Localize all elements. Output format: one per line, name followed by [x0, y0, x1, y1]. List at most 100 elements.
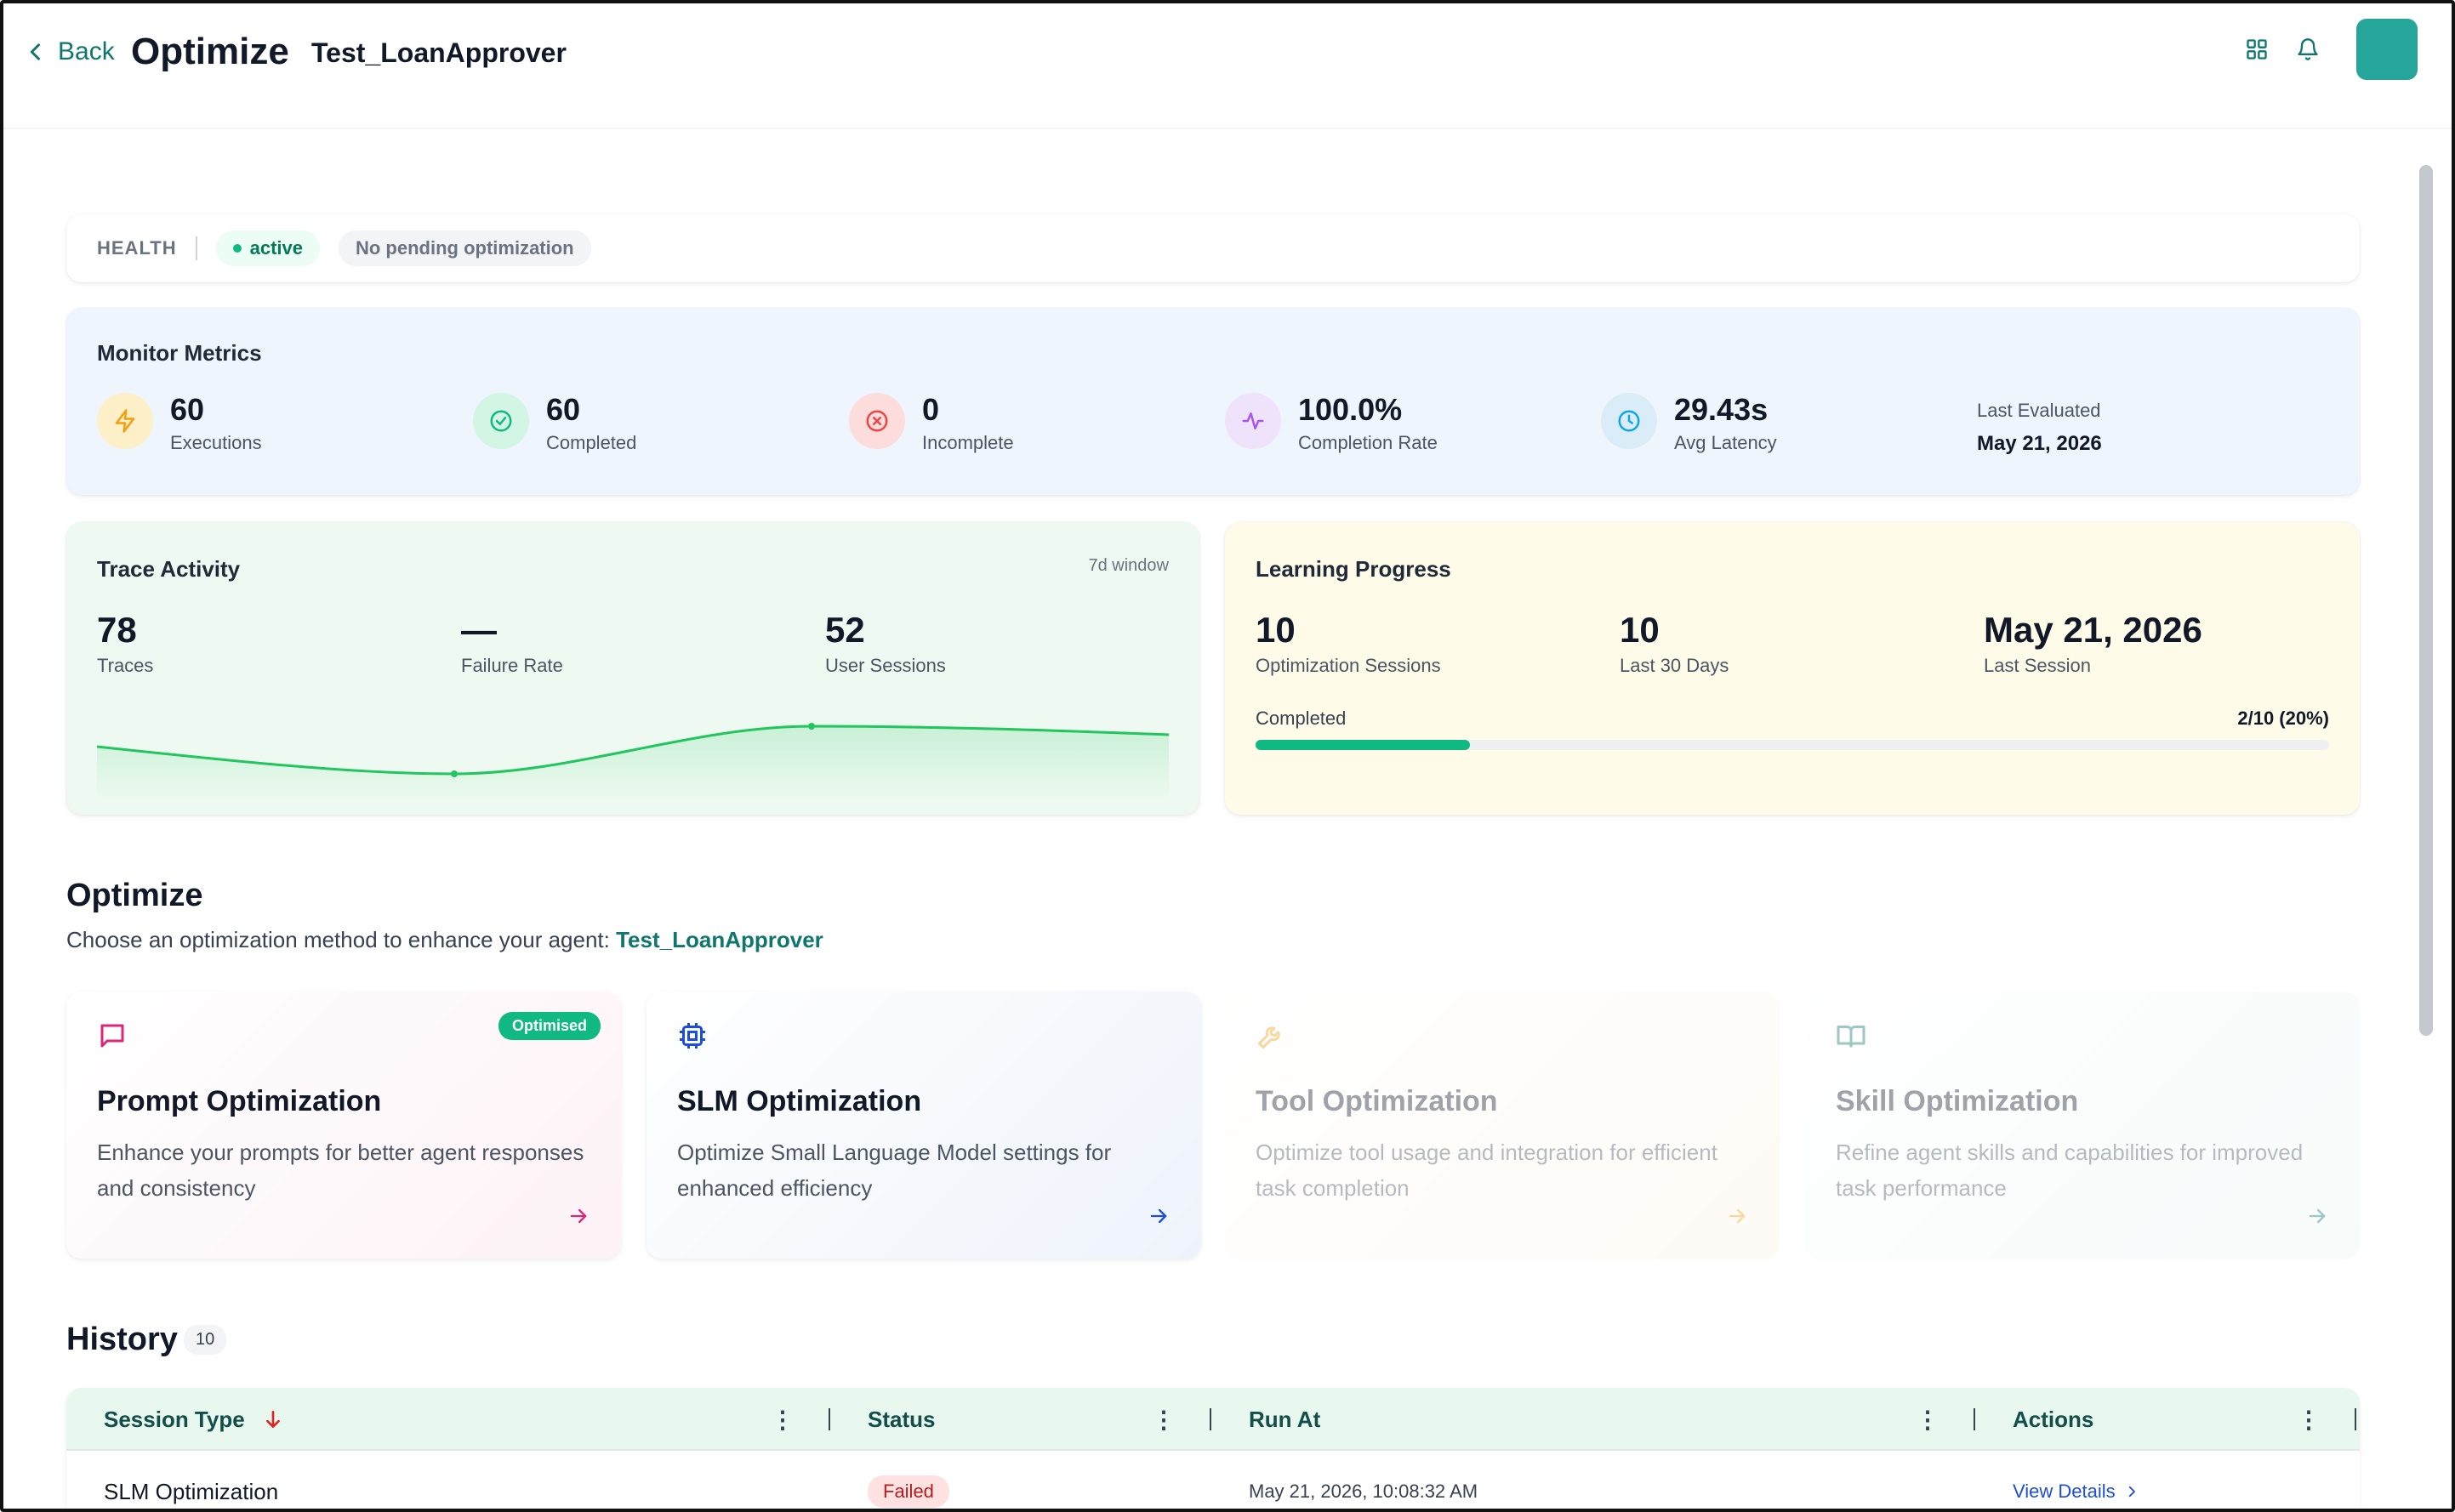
- agent-name: Test_LoanApprover: [311, 37, 567, 68]
- bell-icon: [2298, 38, 2318, 60]
- cell-actions: View Details: [2013, 1451, 2139, 1509]
- learning-title: Learning Progress: [1256, 556, 1451, 582]
- view-details-label: View Details: [2013, 1481, 2116, 1502]
- trace-title: Trace Activity: [97, 556, 241, 582]
- column-menu-icon[interactable]: ⋮: [1916, 1406, 1940, 1433]
- scrollbar-thumb[interactable]: [2419, 165, 2433, 1036]
- column-header-actions[interactable]: Actions: [2013, 1406, 2094, 1432]
- window-label: 7d window: [1088, 556, 1169, 575]
- progress-text: 2/10 (20%): [2237, 708, 2329, 729]
- optimize-subtitle: Choose an optimization method to enhance…: [66, 927, 823, 953]
- optimize-title: Optimize: [66, 878, 203, 913]
- stat-traces: 78 Traces: [97, 611, 153, 677]
- metric-label: Completed: [546, 432, 637, 453]
- stat-label: Failure Rate: [461, 655, 563, 676]
- progress-bar: [1256, 740, 2329, 750]
- arrow-right-icon: [1729, 1208, 1746, 1224]
- status-dot-icon: [232, 244, 242, 253]
- metric-label: Avg Latency: [1674, 432, 1777, 453]
- stat-last-30-days: 10 Last 30 Days: [1620, 611, 1729, 677]
- stat-label: Traces: [97, 655, 154, 676]
- stat-value: May 21, 2026: [1984, 610, 2202, 650]
- metric-value: 100.0%: [1298, 392, 1403, 427]
- health-bar: HEALTH active No pending optimization: [66, 214, 2360, 282]
- pending-badge: No pending optimization: [338, 230, 591, 266]
- column-menu-icon[interactable]: ⋮: [771, 1406, 795, 1433]
- grid-icon: [2247, 39, 2267, 60]
- status-badge: active: [215, 230, 320, 266]
- metric-value: 0: [922, 392, 940, 427]
- card-description: Refine agent skills and capabilities for…: [1836, 1140, 2304, 1201]
- tool-optimization-card: Tool Optimization Optimize tool usage an…: [1225, 992, 1780, 1259]
- message-square-icon: [100, 1024, 124, 1048]
- optimised-badge: Optimised: [498, 1012, 601, 1040]
- column-resize-handle[interactable]: [829, 1408, 830, 1430]
- monitor-metrics-card: Monitor Metrics 60 Executions 60 Completed…: [66, 308, 2360, 495]
- divider: [195, 236, 197, 260]
- top-actions: [2242, 19, 2418, 80]
- status-text: active: [249, 237, 303, 259]
- chevron-right-icon: [2128, 1486, 2135, 1498]
- card-title: SLM Optimization: [677, 1085, 922, 1117]
- avatar[interactable]: [2356, 19, 2418, 80]
- notifications-button[interactable]: [2293, 35, 2322, 64]
- sparkline-point: [808, 723, 815, 730]
- stat-label: User Sessions: [825, 655, 946, 676]
- clock-icon: [1601, 393, 1657, 449]
- prompt-optimization-card[interactable]: Optimised Prompt Optimization Enhance yo…: [66, 992, 621, 1259]
- column-resize-handle[interactable]: [2355, 1408, 2356, 1430]
- sparkline-point: [451, 770, 458, 777]
- stat-label: Last 30 Days: [1620, 655, 1729, 676]
- column-header-status[interactable]: Status: [868, 1406, 936, 1432]
- sparkline-line: [97, 725, 1169, 776]
- sparkline-area: [97, 726, 1169, 803]
- health-label: HEALTH: [97, 237, 177, 259]
- last-evaluated: Last Evaluated May 21, 2026: [1977, 400, 2102, 456]
- card-title: Prompt Optimization: [97, 1085, 382, 1117]
- optimize-agent-name: Test_LoanApprover: [616, 927, 823, 952]
- stat-label: Last Session: [1984, 655, 2091, 676]
- trace-activity-card: Trace Activity 7d window 78 Traces — Failu…: [66, 522, 1199, 815]
- column-header-session-type[interactable]: Session Type: [104, 1388, 284, 1451]
- column-label: Session Type: [104, 1406, 245, 1432]
- history-table: Session Type ⋮ Status ⋮ Run At ⋮ Actions…: [66, 1388, 2360, 1509]
- last-evaluated-label: Last Evaluated: [1977, 400, 2101, 421]
- slm-optimization-card[interactable]: SLM Optimization Optimize Small Language…: [647, 992, 1201, 1259]
- last-evaluated-value: May 21, 2026: [1977, 432, 2102, 455]
- column-menu-icon[interactable]: ⋮: [2297, 1406, 2321, 1433]
- sort-desc-icon[interactable]: [262, 1408, 284, 1430]
- column-resize-handle[interactable]: [1974, 1408, 1975, 1430]
- page-title: Optimize: [131, 31, 289, 72]
- learning-progress-card: Learning Progress 10 Optimization Session…: [1225, 522, 2360, 815]
- back-button[interactable]: Back: [24, 37, 115, 66]
- book-open-icon: [1837, 1026, 1865, 1048]
- card-description: Optimize Small Language Model settings f…: [677, 1140, 1112, 1201]
- table-row: SLM Optimization Failed May 21, 2026, 10…: [66, 1451, 2360, 1509]
- check-circle-icon: [473, 393, 529, 449]
- arrow-right-icon: [2309, 1208, 2326, 1224]
- back-label: Back: [58, 37, 115, 65]
- card-title: Skill Optimization: [1836, 1085, 2079, 1117]
- optimize-subtitle-text: Choose an optimization method to enhance…: [66, 927, 610, 952]
- stat-value: 52: [825, 610, 865, 650]
- apps-grid-button[interactable]: [2242, 35, 2271, 64]
- arrow-right-icon: [570, 1208, 587, 1224]
- cpu-chip-icon: [680, 1023, 705, 1049]
- metric-label: Executions: [170, 432, 262, 453]
- metric-label: Incomplete: [922, 432, 1014, 453]
- stat-failure-rate: — Failure Rate: [461, 611, 563, 677]
- column-header-run-at[interactable]: Run At: [1249, 1406, 1321, 1432]
- stat-value: 10: [1256, 610, 1296, 650]
- progress-fill: [1256, 740, 1471, 750]
- column-menu-icon[interactable]: ⋮: [1152, 1406, 1176, 1433]
- stat-value: 78: [97, 610, 137, 650]
- stat-label: Optimization Sessions: [1256, 655, 1441, 676]
- view-details-link[interactable]: View Details: [2013, 1481, 2139, 1503]
- metric-avg-latency: 29.43s Avg Latency: [1601, 393, 1777, 454]
- stat-value: 10: [1620, 610, 1660, 650]
- status-badge-failed: Failed: [868, 1475, 949, 1508]
- column-resize-handle[interactable]: [1210, 1408, 1211, 1430]
- metric-value: 60: [546, 392, 581, 427]
- history-title: History: [66, 1322, 178, 1357]
